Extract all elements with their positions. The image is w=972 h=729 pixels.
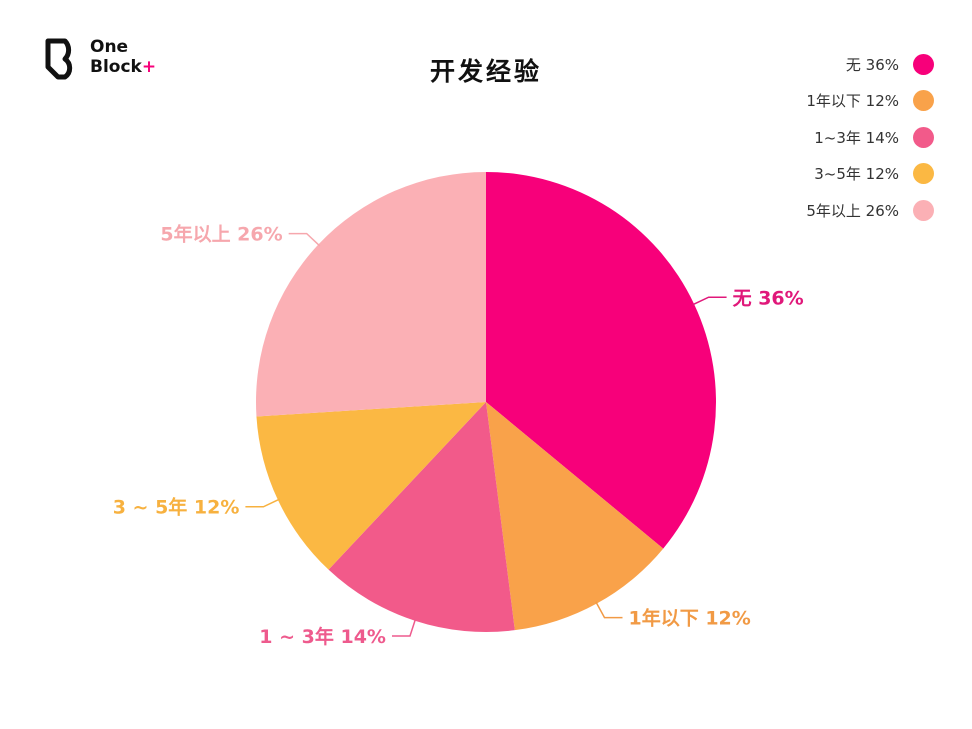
legend-label: 5年以上 26% bbox=[806, 201, 899, 220]
slice-leader-line bbox=[288, 232, 321, 247]
pie-slice bbox=[256, 172, 486, 417]
logo-wordmark: One Block+ bbox=[90, 37, 156, 77]
legend-item: 3~5年 12% bbox=[806, 156, 934, 193]
logo-line-two-text: Block bbox=[90, 57, 142, 77]
legend-item: 1年以下 12% bbox=[806, 83, 934, 120]
slice-leader-line bbox=[595, 601, 623, 619]
logo-line-two: Block+ bbox=[90, 57, 156, 77]
slice-label: 5年以上 26% bbox=[160, 223, 282, 246]
slice-label: 1年以下 12% bbox=[629, 607, 751, 630]
chart-title: 开发经验 bbox=[429, 57, 542, 86]
legend-label: 无 36% bbox=[845, 55, 899, 74]
slice-label: 1 ~ 3年 14% bbox=[259, 625, 386, 648]
pie-slice bbox=[256, 402, 486, 570]
legend-swatch bbox=[913, 53, 934, 75]
pie-slice bbox=[328, 402, 515, 632]
logo-line-one: One bbox=[90, 37, 129, 57]
legend-label: 1~3年 14% bbox=[814, 128, 899, 147]
slice-leader-line bbox=[391, 618, 417, 637]
legend-item: 无 36% bbox=[806, 46, 934, 83]
pie-slice bbox=[486, 172, 716, 549]
legend-swatch bbox=[913, 126, 934, 148]
slice-label: 3 ~ 5年 12% bbox=[113, 496, 240, 519]
oneblock-logo: One Block+ bbox=[44, 36, 184, 86]
logo-plus: + bbox=[141, 57, 157, 77]
legend-label: 3~5年 12% bbox=[814, 165, 899, 184]
chart-legend: 无 36% 1年以下 12% 1~3年 14% 3~5年 12% 5年以上 26% bbox=[806, 46, 934, 229]
legend-swatch bbox=[913, 90, 934, 112]
logo-mark-icon bbox=[45, 38, 73, 80]
slice-leader-line bbox=[691, 296, 727, 306]
legend-swatch bbox=[913, 199, 934, 221]
pie-slice bbox=[486, 402, 664, 631]
legend-item: 5年以上 26% bbox=[806, 192, 934, 229]
legend-label: 1年以下 12% bbox=[806, 92, 899, 111]
legend-item: 1~3年 14% bbox=[806, 119, 934, 156]
legend-swatch bbox=[913, 163, 934, 185]
slice-label: 无 36% bbox=[733, 287, 804, 309]
slice-leader-line bbox=[245, 498, 281, 508]
